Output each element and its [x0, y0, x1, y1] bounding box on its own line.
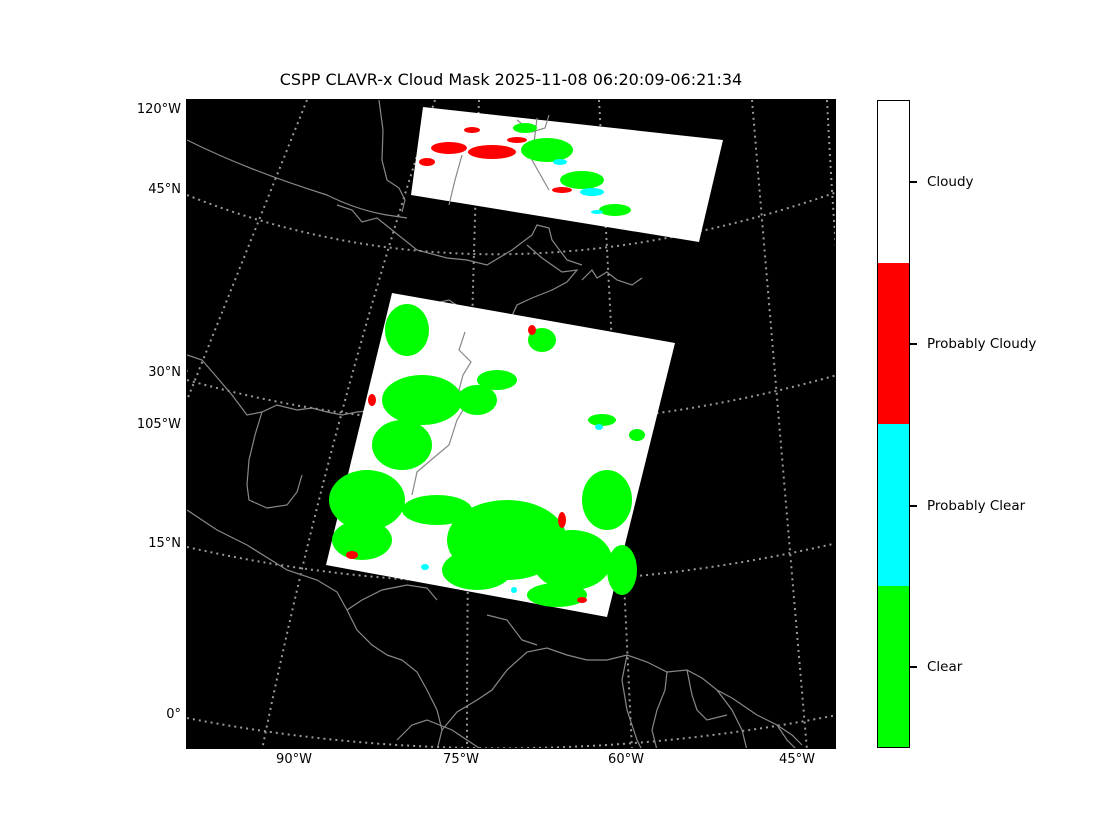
swath-probably-cloudy-patches: [419, 127, 572, 193]
coastline: [621, 654, 642, 748]
colorbar-segment-clear: [878, 585, 909, 747]
swath-probably-clear-patches: [553, 159, 604, 214]
lat-label: 0°: [166, 707, 181, 722]
map-svg: [187, 100, 835, 748]
swath-north: [411, 107, 723, 242]
coastline: [187, 354, 378, 416]
colorbar-label: Clear: [927, 659, 963, 675]
swath-probably-cloudy-patches: [346, 325, 587, 603]
lon-label: 60°W: [608, 752, 644, 767]
colorbar: [877, 100, 910, 748]
meridian-line: [826, 100, 835, 248]
coastline: [486, 614, 538, 646]
coastline: [686, 669, 728, 721]
colorbar-tick: [910, 181, 917, 183]
coastline: [504, 244, 579, 341]
coastline: [731, 697, 803, 746]
lat-label: 120°W: [136, 102, 181, 117]
lat-label: 105°W: [136, 417, 181, 432]
lat-label: 30°N: [148, 365, 181, 380]
swath-probably-clear-patches: [421, 424, 603, 593]
meridian-line: [187, 100, 308, 401]
colorbar-label: Probably Clear: [927, 498, 1026, 514]
coastline: [606, 654, 733, 699]
lon-label: 45°W: [779, 752, 815, 767]
colorbar-label: Cloudy: [927, 174, 974, 190]
lat-label: 15°N: [148, 536, 181, 551]
parallel-line: [187, 191, 835, 256]
coastline: [651, 671, 668, 748]
coastline: [386, 654, 443, 748]
map-title: CSPP CLAVR-x Cloud Mask 2025-11-08 06:20…: [279, 70, 743, 89]
colorbar-tick: [910, 505, 917, 507]
map-panel: [186, 99, 836, 749]
colorbar-segment-probably-clear: [878, 424, 909, 586]
lon-label: 75°W: [443, 752, 479, 767]
coastline: [346, 584, 438, 611]
colorbar-label: Probably Cloudy: [927, 336, 1037, 352]
swath-clear-patches: [513, 123, 631, 216]
coastline: [336, 204, 583, 266]
coastline: [716, 689, 748, 748]
colorbar-segment-probably-cloudy: [878, 262, 909, 424]
coastline: [246, 411, 303, 509]
coastline: [441, 647, 607, 731]
coastlines: [187, 100, 803, 748]
colorbar-tick: [910, 666, 917, 668]
swath-clear-patches: [329, 304, 645, 607]
swath-south: [326, 293, 675, 617]
coastline: [187, 509, 388, 656]
coastline: [396, 719, 481, 748]
lon-label: 90°W: [276, 752, 312, 767]
colorbar-segment-cloudy: [878, 101, 909, 263]
coastline: [378, 100, 406, 213]
coastline: [581, 269, 643, 286]
colorbar-tick: [910, 343, 917, 345]
parallel-line: [187, 714, 835, 748]
lat-label: 45°N: [148, 182, 181, 197]
meridian-line: [751, 100, 808, 748]
coastline: [187, 139, 408, 219]
meridian-line: [261, 100, 436, 748]
coastline: [776, 724, 796, 748]
